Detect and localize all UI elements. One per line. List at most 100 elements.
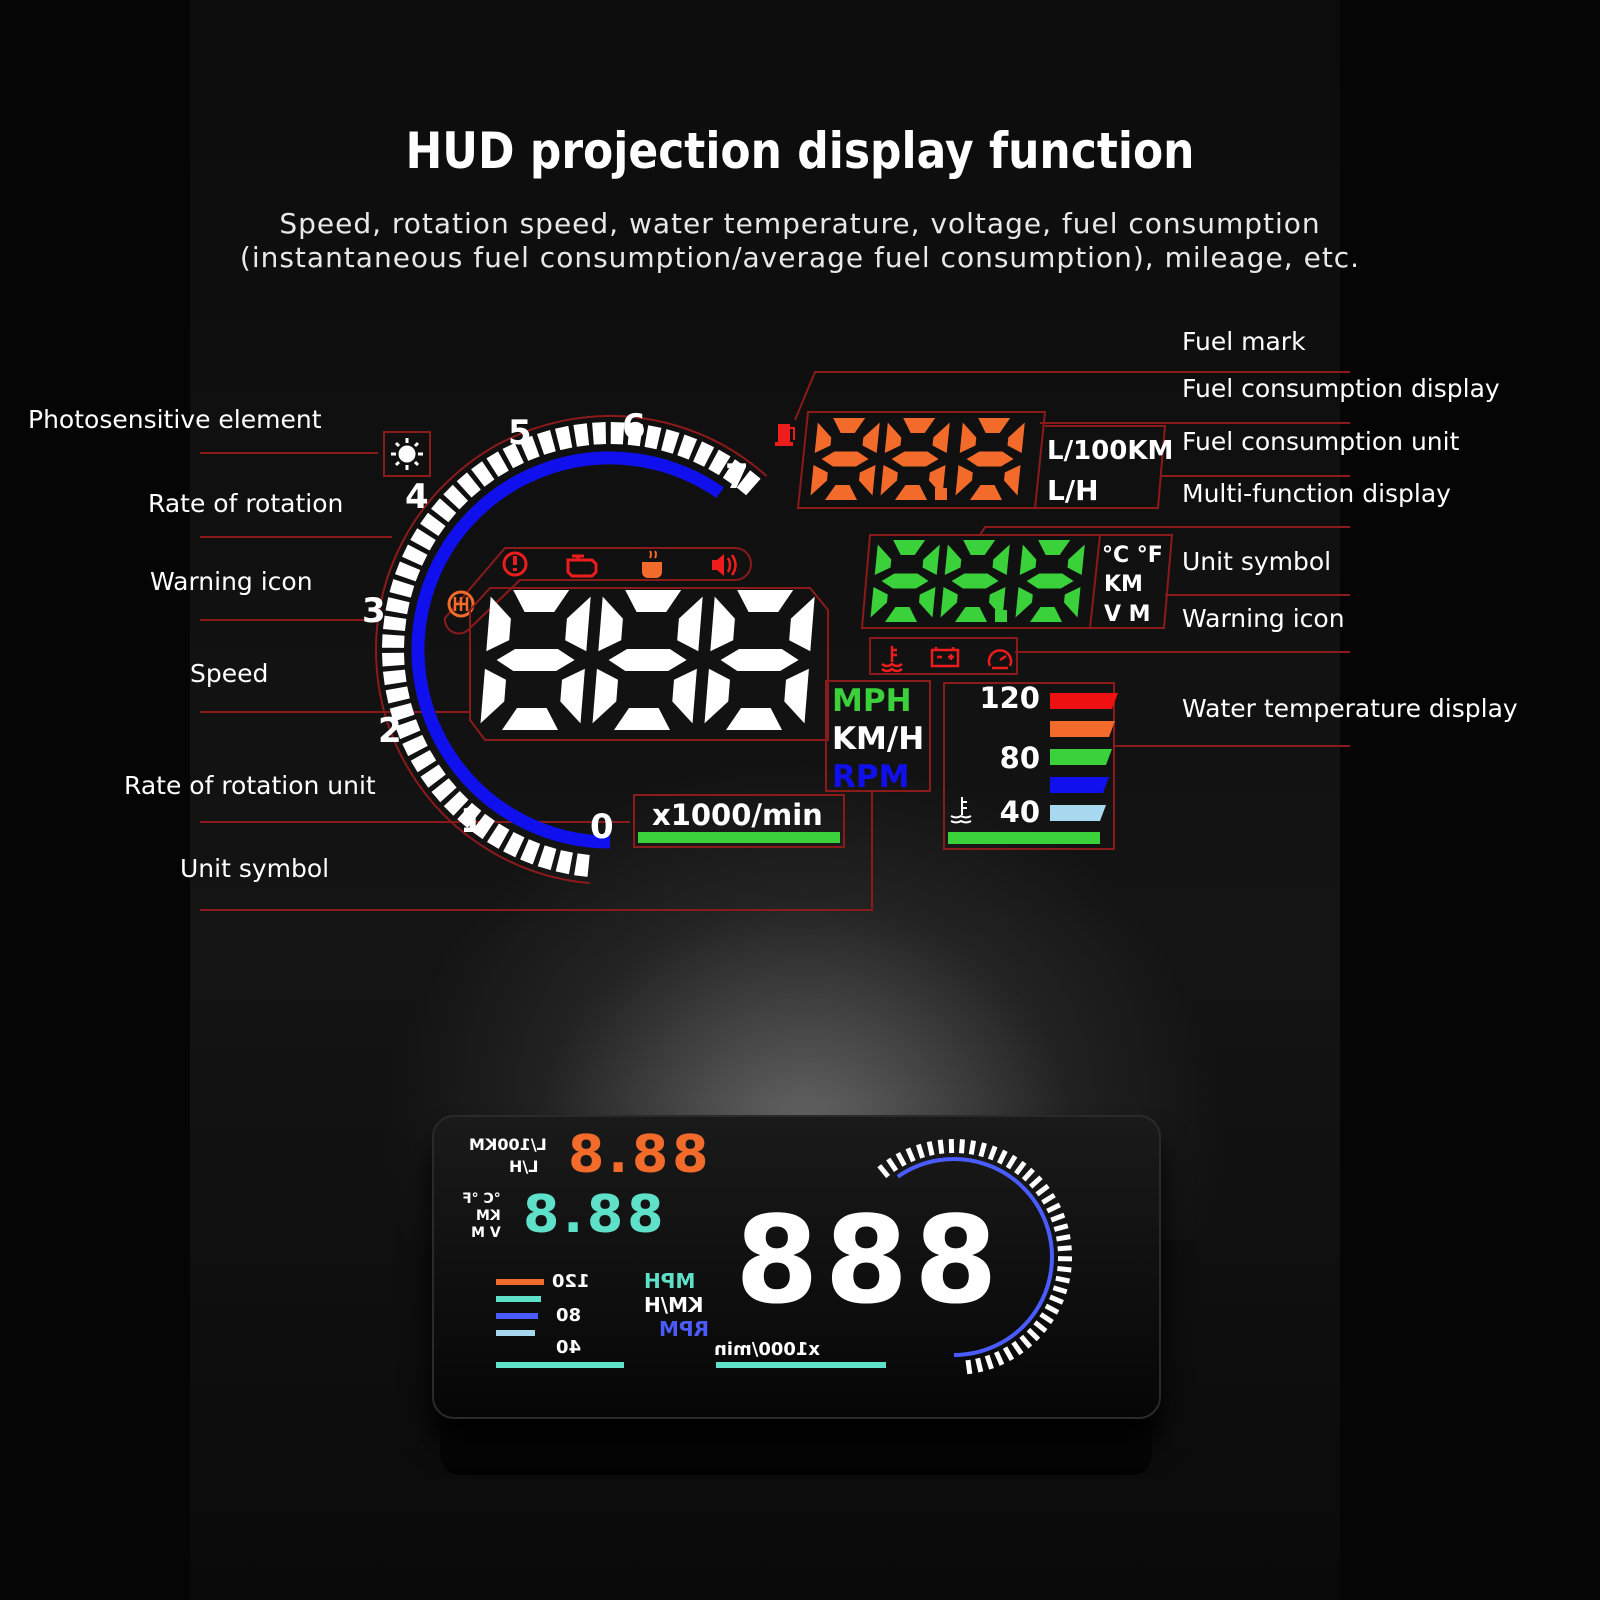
device-rpm-tick xyxy=(926,1141,935,1156)
rpm-tick xyxy=(520,839,541,865)
label-fuel-mark: Fuel mark xyxy=(1182,327,1306,356)
page-title: HUD projection display function xyxy=(405,122,1195,180)
coffee-icon xyxy=(642,550,662,578)
segment xyxy=(704,668,730,724)
segment xyxy=(966,451,1014,467)
device-rpm-tick xyxy=(984,1354,994,1370)
segment xyxy=(677,596,703,652)
segment xyxy=(784,668,809,724)
segment xyxy=(895,485,927,500)
photosensitive-frame xyxy=(383,431,431,477)
rpm-tick xyxy=(537,845,557,871)
segment xyxy=(821,451,869,467)
segment xyxy=(970,485,1002,500)
device-rpm-tick xyxy=(965,1359,973,1375)
segment xyxy=(881,573,929,589)
rpm-tick xyxy=(443,484,468,510)
water-temp-frame xyxy=(943,682,1115,850)
device-rpm-tick xyxy=(1044,1303,1060,1315)
fuel-consumption-display xyxy=(810,418,1025,500)
temp-bar xyxy=(1050,749,1112,765)
rpm-tick xyxy=(661,429,680,454)
rpm-tick xyxy=(385,686,410,704)
rpm-unit: x1000/min xyxy=(652,798,823,832)
rpm-tick xyxy=(410,750,437,773)
multi-function-display xyxy=(870,540,1085,622)
speed-unit-frame xyxy=(825,680,931,792)
device-rpm-tick xyxy=(978,1142,987,1158)
device-rpm-tick xyxy=(1026,1327,1041,1342)
rpm-tick xyxy=(537,430,556,455)
water-temp-bars xyxy=(1050,693,1118,821)
rpm-tick xyxy=(555,850,573,875)
rpm-tick xyxy=(420,764,446,788)
segment xyxy=(944,544,962,575)
coolant-temp-icon xyxy=(881,646,903,673)
segment xyxy=(1019,544,1037,575)
label-rate-of-rotation: Rate of rotation xyxy=(148,489,344,518)
segment xyxy=(1004,465,1021,496)
rpm-tick xyxy=(627,422,643,447)
rpm-tick xyxy=(610,422,625,445)
segment xyxy=(1026,573,1074,589)
rpm-tick xyxy=(471,461,495,487)
device-rpm-tick xyxy=(1057,1265,1072,1273)
temp-bar xyxy=(1050,777,1109,793)
segment xyxy=(614,708,670,730)
segment xyxy=(884,422,902,453)
segment xyxy=(720,649,799,671)
device-rpm-tick xyxy=(905,1147,916,1163)
rpm-tick xyxy=(736,470,761,496)
rpm-tick xyxy=(722,459,746,485)
unit-km: KM xyxy=(1104,572,1143,597)
segment xyxy=(789,596,815,652)
label-water-temp: Water temperature display xyxy=(1182,694,1518,723)
segment xyxy=(870,587,888,618)
rpm-tick xyxy=(410,528,436,551)
water-temp-base-bar xyxy=(948,832,1100,844)
rpm-tick xyxy=(487,823,510,849)
rpm-tick xyxy=(644,425,662,450)
segment xyxy=(893,540,926,555)
rpm-unit-bar xyxy=(638,832,840,843)
segment xyxy=(963,540,996,555)
label-fuel-consumption-display: Fuel consumption display xyxy=(1182,374,1500,403)
device-rpm-tick xyxy=(1039,1312,1054,1325)
rpm-tick xyxy=(471,813,495,840)
segment xyxy=(903,418,936,433)
rpm-tick-label: 6 xyxy=(622,407,646,447)
segment xyxy=(978,418,1011,433)
unit-rpm: RPM xyxy=(832,759,909,795)
unit-kmh: KM/H xyxy=(832,721,924,757)
device-rpm-bar xyxy=(716,1362,886,1368)
temp-bar xyxy=(1050,721,1115,737)
battery-icon xyxy=(930,647,960,668)
label-multi-function: Multi-function display xyxy=(1182,479,1451,508)
device-rpm-tick xyxy=(1033,1320,1048,1334)
segment xyxy=(859,465,876,496)
segment xyxy=(992,544,1010,575)
segment xyxy=(1067,544,1085,575)
segment xyxy=(922,544,940,575)
multi-unit-frame xyxy=(1090,534,1174,629)
device-rpm-tick xyxy=(1041,1192,1056,1205)
device-rpm-tick xyxy=(1052,1285,1068,1295)
segment xyxy=(885,607,917,622)
device-rpm-tick xyxy=(1056,1234,1071,1242)
rpm-tick xyxy=(402,734,428,757)
segment xyxy=(737,590,794,612)
label-warning-icon-left: Warning icon xyxy=(150,567,313,596)
temp-bar xyxy=(1050,693,1118,709)
device-rpm-tick xyxy=(895,1152,907,1167)
label-photosensitive: Photosensitive element xyxy=(28,405,322,434)
rpm-tick xyxy=(457,802,482,828)
unit-l100km: L/100KM xyxy=(1047,436,1173,466)
device-rpm-tick xyxy=(1035,1183,1050,1197)
decimal-point xyxy=(935,488,947,500)
rpm-tick xyxy=(431,498,457,523)
rpm-tick xyxy=(503,832,525,858)
device-rpm-tick xyxy=(1014,1160,1027,1176)
device-rpm-tick xyxy=(1055,1275,1071,1284)
device-rpm-tick xyxy=(1049,1294,1064,1305)
rpm-tick xyxy=(383,669,407,686)
